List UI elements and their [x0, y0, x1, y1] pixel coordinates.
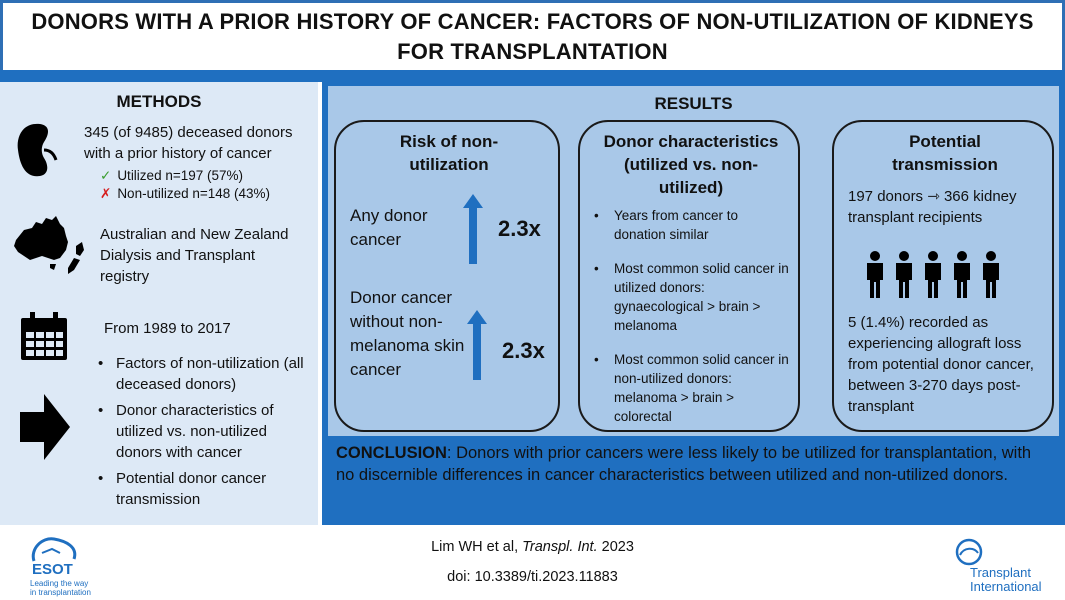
australia-nz-map-icon: [10, 212, 90, 287]
arrow-up-icon: [462, 194, 484, 269]
citation-year: 2023: [597, 539, 634, 555]
esot-logo-name: ESOT: [32, 561, 73, 578]
calendar-icon: [18, 310, 70, 367]
conclusion-label: CONCLUSION: [336, 444, 447, 462]
utilized-line: ✓ Utilized n=197 (57%): [100, 166, 310, 185]
non-utilized-line: ✗ Non-utilized n=148 (43%): [100, 184, 310, 203]
period-text: From 1989 to 2017: [104, 320, 231, 337]
risk-value-non-nmsc: 2.3x: [502, 338, 545, 363]
characteristic-item: Most common solid cancer in utilized don…: [586, 259, 792, 335]
risk-label-any: Any donor cancer: [350, 206, 428, 249]
page-title: DONORS WITH A PRIOR HISTORY OF CANCER: F…: [31, 8, 1034, 64]
title-divider: [0, 70, 1065, 82]
conclusion-body: : Donors with prior cancers were less li…: [336, 444, 1032, 484]
citation-authors: Lim WH et al,: [431, 539, 523, 555]
column-separator: [318, 82, 322, 525]
transmission-recorded-text: 5 (1.4%) recorded as experiencing allogr…: [848, 314, 1034, 415]
outcome-item: Factors of non-utilization (all deceased…: [92, 353, 314, 395]
outcomes-list: Factors of non-utilization (all deceased…: [92, 353, 314, 515]
characteristics-panel-title: Donor characteristics (utilized vs. non-…: [603, 132, 779, 197]
arrow-up-icon: [466, 310, 488, 385]
results-panel: RESULTS Risk of non-utilization Any dono…: [322, 82, 1065, 525]
risk-panel-title: Risk of non-utilization: [399, 132, 499, 174]
risk-value-any: 2.3x: [498, 216, 541, 241]
utilized-text: Utilized n=197 (57%): [117, 168, 244, 183]
arrow-right-icon: [18, 392, 72, 467]
methods-panel: METHODS 345 (of 9485) deceased donors wi…: [0, 82, 318, 525]
transplant-international-logo: Transplant International: [950, 537, 1060, 597]
risk-panel: Risk of non-utilization Any donor cancer…: [334, 120, 560, 432]
non-utilized-text: Non-utilized n=148 (43%): [117, 186, 271, 201]
characteristics-list: Years from cancer to donation similar Mo…: [586, 206, 792, 441]
outcome-item: Donor characteristics of utilized vs. no…: [92, 400, 314, 463]
cross-icon: ✗: [100, 186, 112, 201]
kidney-icon: [14, 120, 60, 185]
transmission-panel: Potential transmission 197 donors ⇾ 366 …: [832, 120, 1054, 432]
methods-heading: METHODS: [116, 92, 202, 111]
recipients-icon-group: [860, 250, 1010, 305]
donors-count-text: 345 (of 9485) deceased donors with a pri…: [84, 124, 293, 162]
ti-logo-line-1: Transplant: [970, 565, 1031, 580]
citation-journal: Transpl. Int.: [522, 539, 598, 555]
esot-logo: ESOT Leading the way in transplantation: [20, 535, 120, 597]
transmission-flow-text: 197 donors ⇾ 366 kidney transplant recip…: [848, 188, 1017, 226]
risk-label-non-nmsc: Donor cancer without non-melanoma skin c…: [350, 288, 465, 379]
citation: Lim WH et al, Transpl. Int. 2023: [0, 539, 1065, 555]
doi[interactable]: doi: 10.3389/ti.2023.11883: [447, 569, 618, 585]
characteristics-panel: Donor characteristics (utilized vs. non-…: [578, 120, 800, 432]
esot-logo-tagline-2: in transplantation: [30, 588, 91, 597]
ti-logo-line-2: International: [970, 579, 1042, 594]
transmission-panel-title: Potential transmission: [892, 132, 998, 174]
conclusion-text: CONCLUSION: Donors with prior cancers we…: [336, 442, 1052, 486]
transplant-international-logo-icon: [955, 538, 983, 566]
esot-logo-icon: [31, 537, 77, 562]
characteristic-item: Years from cancer to donation similar: [586, 206, 792, 244]
registry-text: Australian and New Zealand Dialysis and …: [100, 226, 289, 285]
esot-logo-tagline-1: Leading the way: [30, 579, 89, 588]
results-inner: RESULTS Risk of non-utilization Any dono…: [328, 86, 1059, 436]
characteristic-item: Most common solid cancer in non-utilized…: [586, 350, 792, 426]
footer: ESOT Leading the way in transplantation …: [0, 525, 1065, 600]
check-icon: ✓: [100, 168, 112, 183]
results-heading: RESULTS: [654, 94, 733, 113]
title-bar: DONORS WITH A PRIOR HISTORY OF CANCER: F…: [0, 0, 1065, 70]
outcome-item: Potential donor cancer transmission: [92, 468, 314, 510]
